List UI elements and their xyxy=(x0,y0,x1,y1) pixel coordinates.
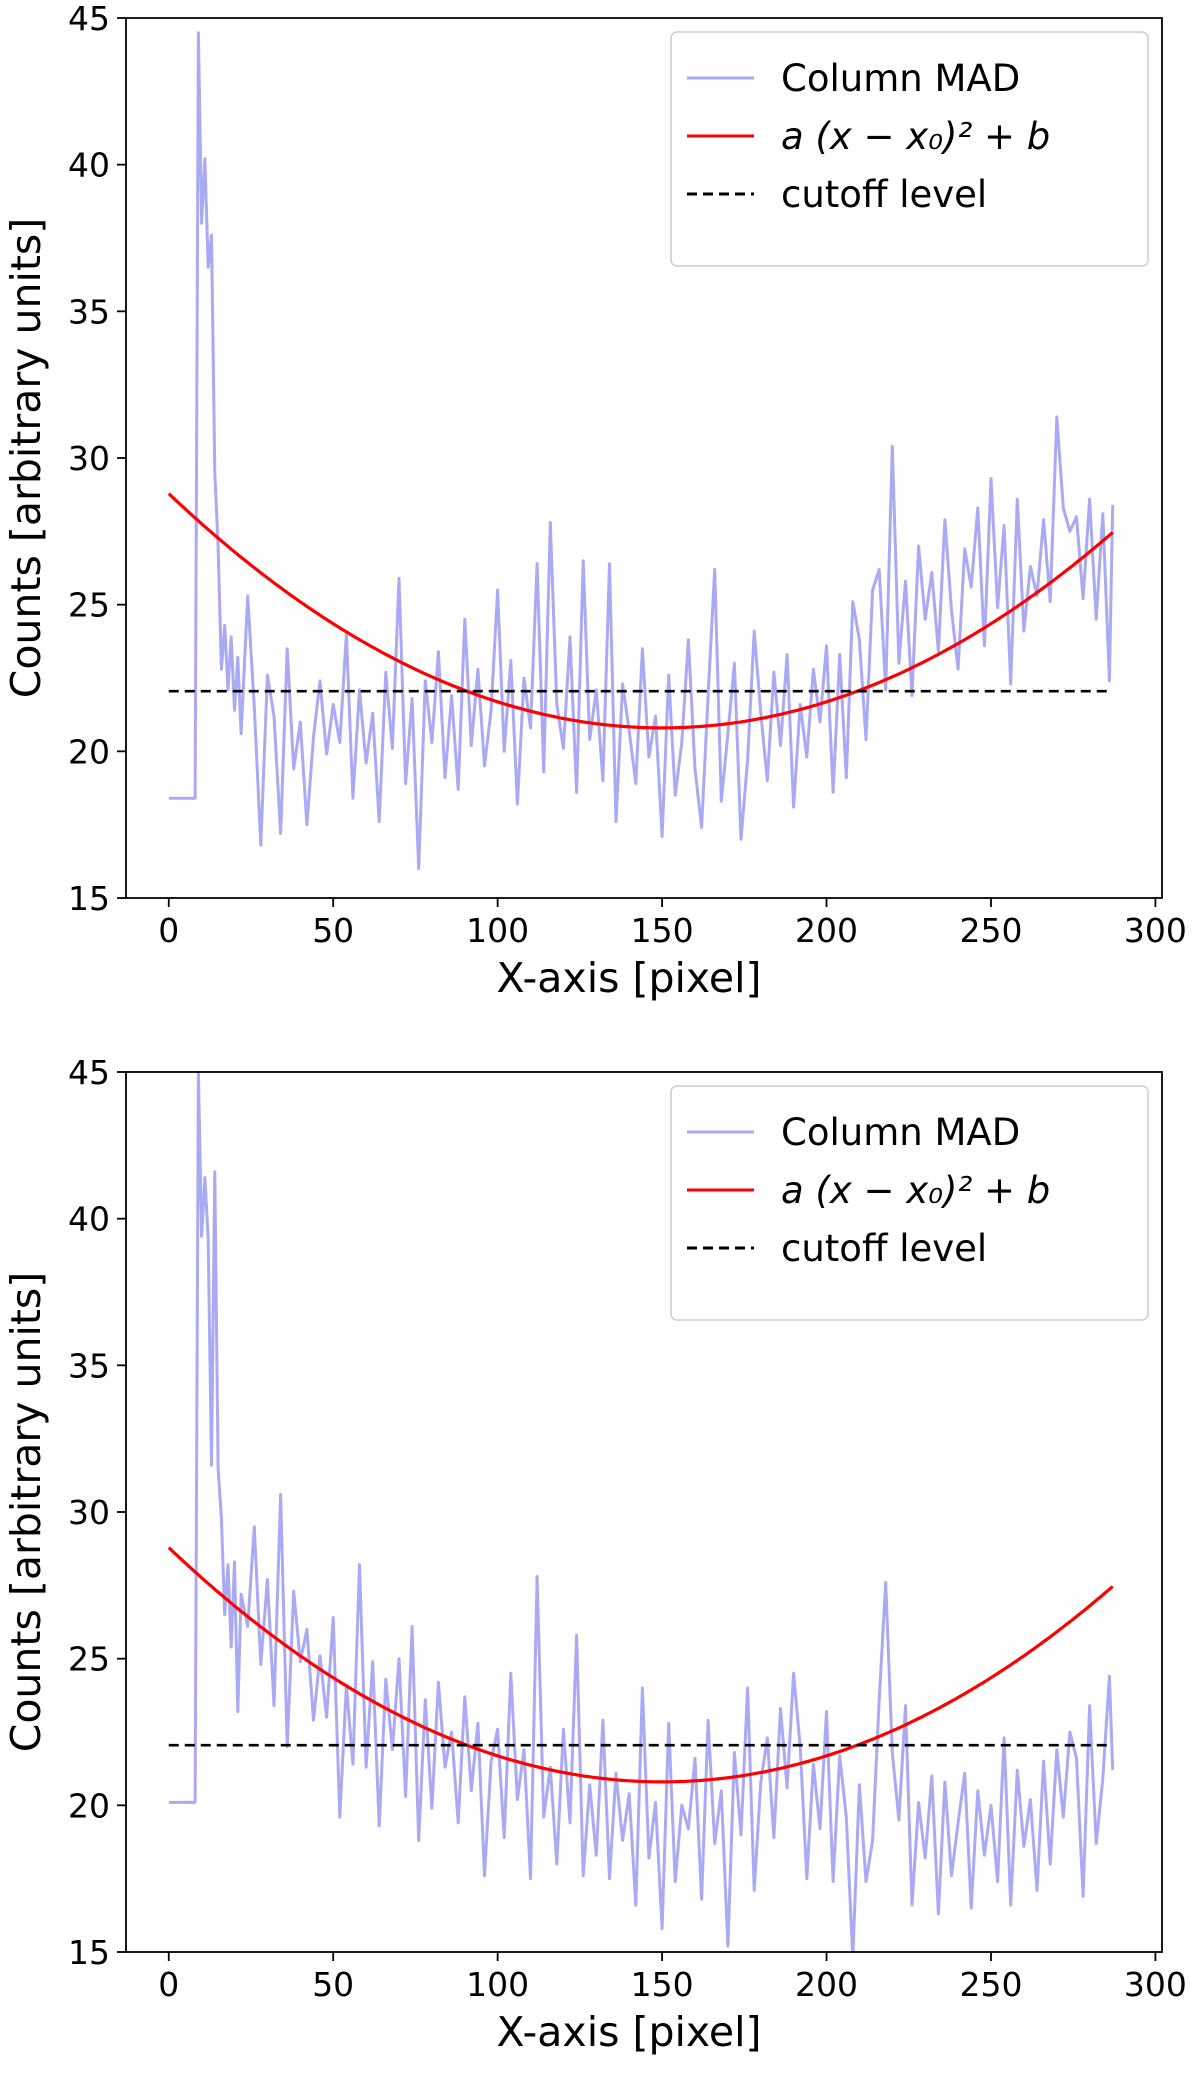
x-tick-label: 50 xyxy=(312,911,354,950)
y-tick-label: 35 xyxy=(68,1346,110,1385)
plot-area xyxy=(167,31,1115,871)
x-tick-label: 0 xyxy=(158,1965,179,2004)
legend-entry-label: Column MAD xyxy=(781,57,1020,100)
x-tick-label: 150 xyxy=(631,911,694,950)
legend-entry-label: a (x − x₀)² + b xyxy=(781,1169,1050,1212)
legend: Column MAD a (x − x₀)² + b cutoff level xyxy=(670,31,1149,267)
y-axis-label: Counts [arbitrary units] xyxy=(2,218,50,699)
y-tick-label: 45 xyxy=(68,0,110,38)
x-axis-label: X-axis [pixel] xyxy=(496,2008,761,2056)
x-tick-label: 200 xyxy=(795,1965,858,2004)
legend-entry-label: cutoff level xyxy=(781,173,987,216)
chart-panel-bottom: 0 50 100 150 200 250 300 15 20 25 30 35 40 45 X-axis [… xyxy=(2,1053,1187,2056)
y-tick-label: 30 xyxy=(68,439,110,478)
y-tick-label: 15 xyxy=(68,1933,110,1972)
legend-entry-label: Column MAD xyxy=(781,1111,1020,1154)
x-tick-label: 300 xyxy=(1124,1965,1187,2004)
series-line-column-mad xyxy=(168,31,1115,871)
y-tick-label: 15 xyxy=(68,879,110,918)
y-tick-label: 25 xyxy=(68,1640,110,1679)
legend-box xyxy=(670,31,1149,267)
y-tick-label: 25 xyxy=(68,586,110,625)
legend-entry-label: a (x − x₀)² + b xyxy=(781,115,1050,158)
x-tick-label: 50 xyxy=(312,1965,354,2004)
legend-box xyxy=(670,1085,1149,1321)
x-tick-label: 300 xyxy=(1124,911,1187,950)
x-tick-label: 100 xyxy=(466,911,529,950)
plot-area xyxy=(167,1072,1115,1952)
x-tick-label: 200 xyxy=(795,911,858,950)
series-line-quadratic-fit xyxy=(167,492,1114,730)
y-tick-label: 45 xyxy=(68,1053,110,1092)
x-tick-label: 100 xyxy=(466,1965,529,2004)
y-axis-label: Counts [arbitrary units] xyxy=(2,1272,50,1753)
chart-panel-top: 0 50 100 150 200 250 300 15 20 25 30 35 40 45 X-axis [… xyxy=(2,0,1187,1002)
x-tick-label: 150 xyxy=(631,1965,694,2004)
y-tick-label: 30 xyxy=(68,1493,110,1532)
x-tick-label: 250 xyxy=(959,1965,1022,2004)
series-line-quadratic-fit xyxy=(167,1546,1114,1784)
y-tick-label: 40 xyxy=(68,146,110,185)
series-line-column-mad xyxy=(168,1072,1115,1952)
legend: Column MAD a (x − x₀)² + b cutoff level xyxy=(670,1085,1149,1321)
y-tick-label: 20 xyxy=(68,732,110,771)
legend-entry-label: cutoff level xyxy=(781,1227,987,1270)
y-tick-label: 20 xyxy=(68,1786,110,1825)
y-tick-label: 35 xyxy=(68,292,110,331)
x-tick-label: 250 xyxy=(959,911,1022,950)
x-tick-label: 0 xyxy=(158,911,179,950)
y-tick-label: 40 xyxy=(68,1200,110,1239)
x-axis-label: X-axis [pixel] xyxy=(496,954,761,1002)
